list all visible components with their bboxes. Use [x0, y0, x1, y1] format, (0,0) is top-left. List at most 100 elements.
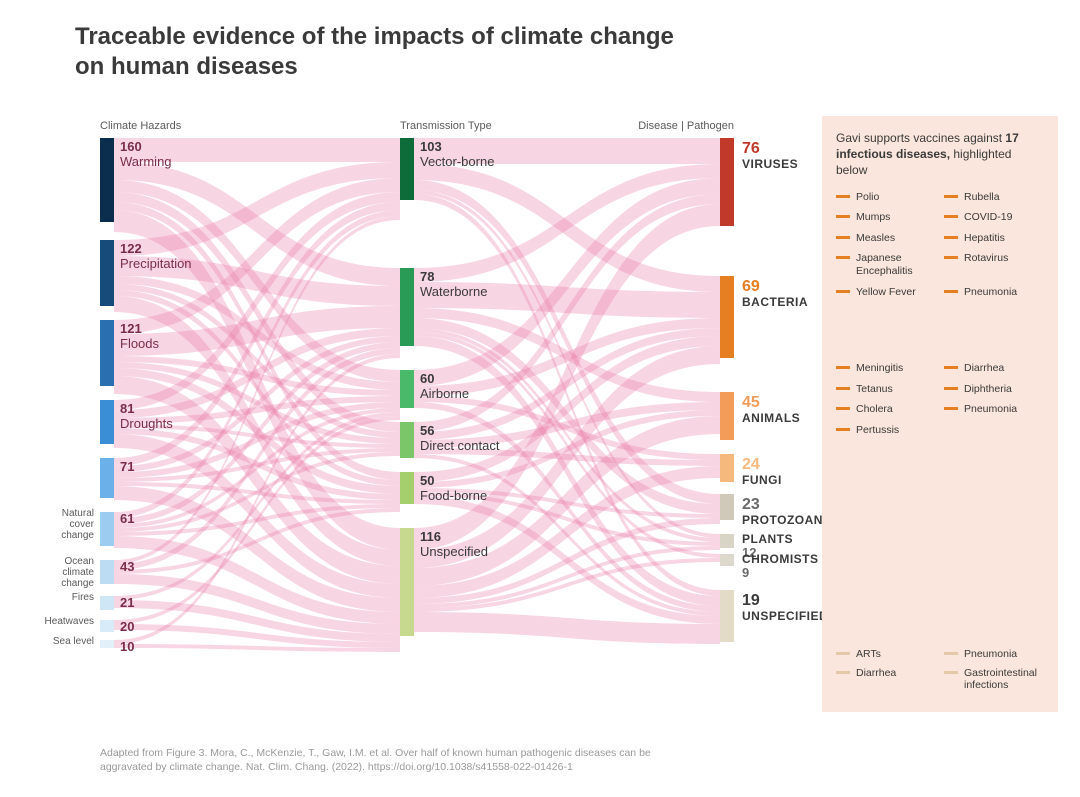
bacteria-disease-list: Meningitis Diarrhea Tetanus Diphtheria Chole…: [836, 362, 1044, 436]
disease-name: Gastrointestinal infections: [964, 667, 1044, 692]
disease-dash-icon: [836, 407, 850, 410]
pathogen-node: [720, 138, 734, 226]
disease-dash-icon: [944, 215, 958, 218]
disease-name: Pneumonia: [964, 648, 1017, 661]
hazard-label: 61: [120, 512, 134, 527]
hazard-node: [100, 640, 114, 648]
disease-name: Yellow Fever: [856, 286, 916, 299]
transmission-label: 60Airborne: [420, 372, 469, 402]
hazard-label: 160Warming: [120, 140, 172, 170]
hazard-node: [100, 138, 114, 222]
disease-name: Pneumonia: [964, 403, 1017, 416]
hazard-label: 21: [120, 596, 134, 611]
hazard-label: 121Floods: [120, 322, 159, 352]
disease-dash-icon: [944, 366, 958, 369]
hazard-label: 122Precipitation: [120, 242, 192, 272]
pathogen-node: [720, 392, 734, 440]
disease-item: Tetanus: [836, 383, 936, 396]
transmission-label: 103Vector-borne: [420, 140, 494, 170]
pathogen-label: 69BACTERIA: [742, 278, 808, 309]
unspecified-disease-list: ARTs Pneumonia Diarrhea Gastrointestinal in…: [836, 648, 1044, 692]
disease-dash-icon: [836, 387, 850, 390]
hazard-label: 71: [120, 460, 134, 475]
disease-dash-icon: [944, 195, 958, 198]
disease-item: Cholera: [836, 403, 936, 416]
sankey-diagram: Climate Hazards Transmission Type Diseas…: [40, 120, 800, 710]
disease-item: Rotavirus: [944, 252, 1044, 277]
disease-name: Rotavirus: [964, 252, 1008, 265]
disease-item: Rubella: [944, 191, 1044, 204]
disease-item: Japanese Encephalitis: [836, 252, 936, 277]
disease-name: Pertussis: [856, 424, 899, 437]
disease-dash-icon: [944, 671, 958, 674]
hazard-left-label: Heatwaves: [45, 616, 94, 627]
pathogen-label: 24FUNGI: [742, 456, 782, 487]
pathogen-node: [720, 554, 734, 566]
disease-item: Pneumonia: [944, 286, 1044, 299]
disease-name: Meningitis: [856, 362, 903, 375]
disease-dash-icon: [944, 652, 958, 655]
disease-name: Polio: [856, 191, 879, 204]
disease-name: ARTs: [856, 648, 881, 661]
pathogen-node: [720, 276, 734, 358]
hazard-label: 43: [120, 560, 134, 575]
transmission-node: [400, 472, 414, 504]
disease-name: Rubella: [964, 191, 1000, 204]
disease-item: Meningitis: [836, 362, 936, 375]
disease-item: Gastrointestinal infections: [944, 667, 1044, 692]
hazard-left-label: Ocean climate change: [40, 556, 94, 589]
citation-text: Adapted from Figure 3. Mora, C., McKenzi…: [100, 746, 660, 775]
disease-dash-icon: [836, 256, 850, 259]
hazard-node: [100, 620, 114, 632]
disease-dash-icon: [944, 290, 958, 293]
transmission-node: [400, 422, 414, 458]
disease-item: Diphtheria: [944, 383, 1044, 396]
disease-name: Cholera: [856, 403, 893, 416]
disease-dash-icon: [944, 256, 958, 259]
col-header-pathogen: Disease | Pathogen: [638, 120, 734, 132]
disease-item: Pertussis: [836, 424, 936, 437]
disease-name: Diphtheria: [964, 383, 1012, 396]
hazard-node: [100, 400, 114, 444]
hazard-node: [100, 458, 114, 498]
disease-name: Japanese Encephalitis: [856, 252, 936, 277]
disease-dash-icon: [836, 428, 850, 431]
hazard-node: [100, 320, 114, 386]
disease-dash-icon: [836, 366, 850, 369]
transmission-node: [400, 138, 414, 200]
pathogen-label: 76VIRUSES: [742, 140, 798, 171]
transmission-label: 56Direct contact: [420, 424, 499, 454]
disease-dash-icon: [836, 236, 850, 239]
page-title: Traceable evidence of the impacts of cli…: [75, 22, 675, 82]
disease-name: Hepatitis: [964, 232, 1005, 245]
transmission-node: [400, 370, 414, 408]
disease-name: Tetanus: [856, 383, 893, 396]
disease-item: Diarrhea: [836, 667, 936, 692]
disease-item: Mumps: [836, 211, 936, 224]
hazard-node: [100, 512, 114, 546]
transmission-node: [400, 268, 414, 346]
disease-dash-icon: [944, 407, 958, 410]
pathogen-node: [720, 590, 734, 642]
col-header-transmission: Transmission Type: [400, 120, 492, 132]
transmission-label: 78Waterborne: [420, 270, 487, 300]
disease-dash-icon: [836, 671, 850, 674]
sidebar-title: Gavi supports vaccines against 17 infect…: [836, 130, 1044, 179]
pathogen-node: [720, 534, 734, 548]
sidebar-panel: Gavi supports vaccines against 17 infect…: [822, 116, 1058, 712]
pathogen-node: [720, 454, 734, 482]
virus-disease-list: Polio Rubella Mumps COVID-19 Measles Hepatiti…: [836, 191, 1044, 299]
transmission-label: 116Unspecified: [420, 530, 488, 560]
disease-dash-icon: [944, 236, 958, 239]
disease-item: ARTs: [836, 648, 936, 661]
disease-dash-icon: [836, 215, 850, 218]
hazard-left-label: Fires: [72, 592, 94, 603]
disease-name: Diarrhea: [964, 362, 1004, 375]
transmission-node: [400, 528, 414, 636]
disease-item: Measles: [836, 232, 936, 245]
disease-name: COVID-19: [964, 211, 1012, 224]
disease-dash-icon: [836, 195, 850, 198]
transmission-label: 50Food-borne: [420, 474, 487, 504]
hazard-label: 81Droughts: [120, 402, 173, 432]
pathogen-label: 45ANIMALS: [742, 394, 800, 425]
